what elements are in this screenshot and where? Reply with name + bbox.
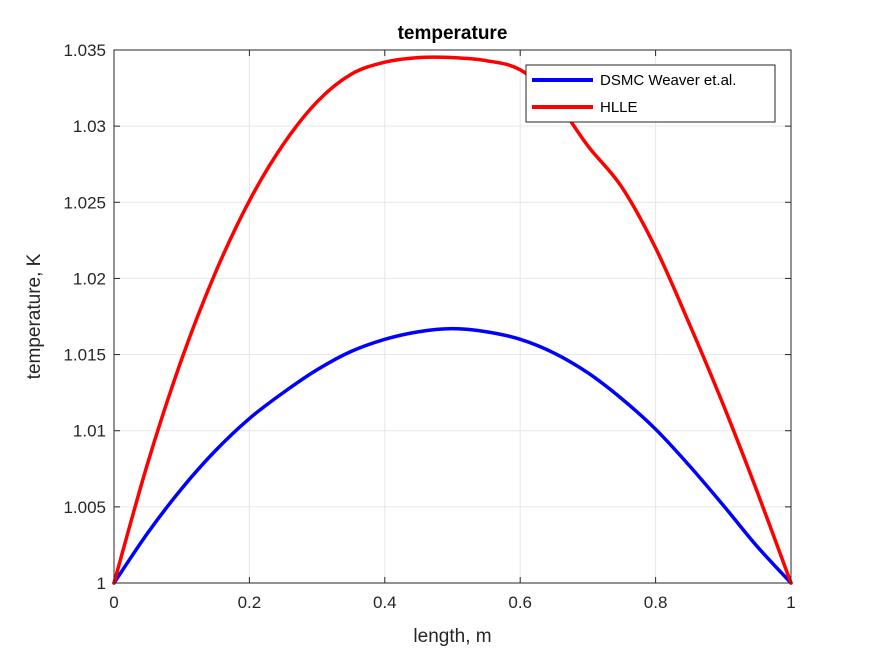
chart-title: temperature <box>398 23 508 44</box>
axes-box <box>113 49 792 584</box>
plot-area <box>114 50 791 583</box>
x-axis-label: length, m <box>413 626 491 647</box>
series-line-hlle <box>112 55 793 585</box>
ticks <box>113 49 792 584</box>
series-lines <box>112 55 793 585</box>
legend: DSMC Weaver et.al. HLLE <box>525 64 776 123</box>
x-tick-label: 0.8 <box>644 593 668 612</box>
x-tick-label: 0.6 <box>508 593 532 612</box>
x-tick-label: 1 <box>786 593 795 612</box>
y-tick-label: 1.035 <box>63 41 106 60</box>
y-tick-label: 1.015 <box>63 346 106 365</box>
legend-box <box>525 64 776 123</box>
legend-label-dsmc: DSMC Weaver et.al. <box>600 72 736 89</box>
x-tick-label: 0.2 <box>238 593 262 612</box>
x-tick-label: 0.4 <box>373 593 397 612</box>
y-tick-label: 1.01 <box>73 422 106 441</box>
y-tick-label: 1.005 <box>63 498 106 517</box>
y-tick-label: 1.03 <box>73 117 106 136</box>
tick-labels: 0 0.2 0.4 0.6 0.8 1 1 1.005 1.01 1.015 1.02 1.025 1.… <box>63 41 795 612</box>
legend-label-hlle: HLLE <box>600 99 638 116</box>
y-tick-label: 1.02 <box>73 269 106 288</box>
x-tick-label: 0 <box>109 593 118 612</box>
series-line-dsmc <box>112 326 793 585</box>
y-tick-label: 1 <box>97 574 106 593</box>
y-axis-label: temperature, K <box>24 253 45 379</box>
y-tick-label: 1.025 <box>63 193 106 212</box>
